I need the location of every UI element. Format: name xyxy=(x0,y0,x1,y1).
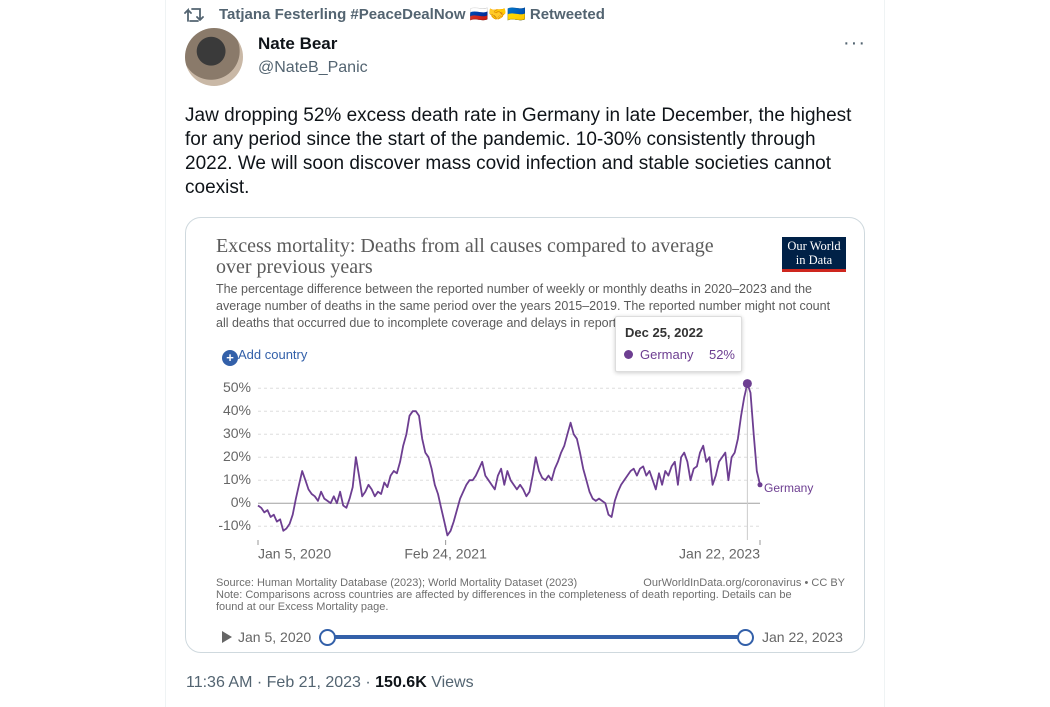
y-tick-label: 50% xyxy=(223,379,251,395)
x-tick-label: Jan 5, 2020 xyxy=(258,546,331,562)
tooltip-value: 52% xyxy=(708,347,735,362)
chart-note: Note: Comparisons across countries are a… xyxy=(216,589,792,613)
avatar[interactable] xyxy=(185,28,243,86)
add-country-label: Add country xyxy=(238,347,308,362)
retweet-line: Tatjana Festerling #PeaceDealNow 🇷🇺🤝🇺🇦 R… xyxy=(219,5,605,23)
retweet-icon xyxy=(184,7,204,22)
tweet-meta: 11:36 AM · Feb 21, 2023 · 150.6K Views xyxy=(186,674,474,691)
views-label: Views xyxy=(431,674,474,691)
timeline-end: Jan 22, 2023 xyxy=(762,629,843,645)
add-country[interactable]: + Add country xyxy=(222,347,307,366)
y-tick-label: 30% xyxy=(223,425,251,441)
tooltip-series: Germany xyxy=(640,347,694,362)
series-label: Germany xyxy=(764,481,813,495)
end-point xyxy=(757,482,763,488)
hover-point xyxy=(742,379,752,389)
timeline-start: Jan 5, 2020 xyxy=(238,629,312,645)
y-tick-label: 0% xyxy=(231,494,251,510)
tweet-text: Jaw dropping 52% excess death rate in Ge… xyxy=(185,105,852,198)
y-tick-label: 20% xyxy=(223,448,251,464)
view-count: 150.6K xyxy=(375,674,427,691)
chart-credit: OurWorldInData.org/coronavirus • CC BY xyxy=(643,577,845,589)
retweet-label: Retweeted xyxy=(529,6,605,23)
timeline-handle[interactable] xyxy=(319,629,336,646)
y-tick-label: 40% xyxy=(223,402,251,418)
chart-subtitle: The percentage difference between the re… xyxy=(216,282,831,330)
x-tick-label: Jan 22, 2023 xyxy=(679,546,760,562)
add-icon: + xyxy=(222,350,238,366)
play-button[interactable] xyxy=(222,631,232,643)
owid-logo[interactable]: Our World in Data xyxy=(782,237,846,272)
y-tick-label: 10% xyxy=(223,471,251,487)
series-line xyxy=(257,382,761,537)
tooltip-date: Dec 25, 2022 xyxy=(625,325,704,340)
tooltip-swatch xyxy=(624,350,633,359)
chart-source: Source: Human Mortality Database (2023);… xyxy=(216,577,578,589)
column-border xyxy=(165,0,166,707)
author-name[interactable]: Nate Bear xyxy=(258,34,338,53)
chart-title: Excess mortality: Deaths from all causes… xyxy=(216,235,714,278)
timeline-handle[interactable] xyxy=(737,629,754,646)
author-handle[interactable]: @NateB_Panic xyxy=(258,59,368,76)
tweet-time[interactable]: 11:36 AM xyxy=(186,674,253,691)
x-tick-label: Feb 24, 2021 xyxy=(404,546,487,562)
chart-card[interactable] xyxy=(185,217,865,653)
tooltip: Dec 25, 2022 Germany 52% xyxy=(615,316,742,372)
timeline-track[interactable] xyxy=(327,635,745,639)
more-menu[interactable]: ··· xyxy=(843,32,866,54)
y-tick-label: -10% xyxy=(218,517,251,533)
retweeter[interactable]: Tatjana Festerling #PeaceDealNow 🇷🇺🤝🇺🇦 xyxy=(219,6,526,23)
column-border xyxy=(884,0,885,707)
tweet-date[interactable]: Feb 21, 2023 xyxy=(266,674,361,691)
